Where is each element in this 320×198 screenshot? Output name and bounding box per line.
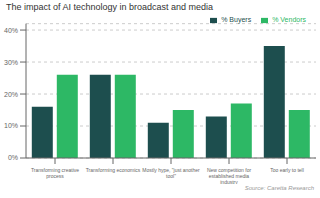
html-text:% Buyers: % Buyers xyxy=(221,16,252,23)
svg-text:Too early to tell: Too early to tell xyxy=(270,167,304,173)
svg-text:30%: 30% xyxy=(8,59,18,66)
svg-text:40%: 40% xyxy=(8,27,18,34)
svg-text:Mostly hype, "just anothertool: Mostly hype, "just anothertool" xyxy=(142,167,200,179)
svg-text:Transforming economics: Transforming economics xyxy=(86,167,141,173)
svg-text:10%: 10% xyxy=(8,122,18,129)
svg-text:0%: 0% xyxy=(8,154,18,161)
svg-text:Transforming creativeprocess: Transforming creativeprocess xyxy=(31,167,79,179)
html-text:% Vendors: % Vendors xyxy=(272,16,306,23)
svg-text:New competition forestablished: New competition forestablished mediaindu… xyxy=(207,167,252,184)
html-text:Source: Caretta Research: Source: Caretta Research xyxy=(244,185,314,191)
html-text:The impact of AI technology in: The impact of AI technology in broadcast… xyxy=(6,2,214,12)
svg-text:20%: 20% xyxy=(8,91,18,98)
